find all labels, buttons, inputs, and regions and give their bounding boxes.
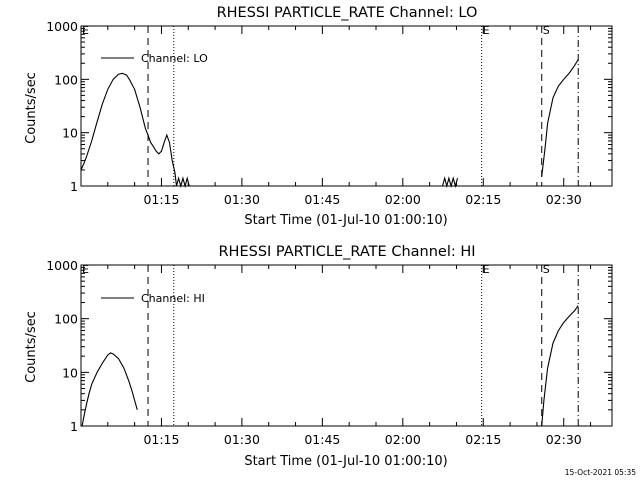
plot-frame-hi [80, 264, 613, 427]
y-tick-label-lo: 1 [70, 179, 78, 194]
x-tick-label-hi: 01:15 [143, 432, 179, 447]
y-tick-label-lo: 10 [62, 126, 78, 141]
legend-label-hi: Channel: HI [141, 292, 205, 305]
x-axis-label-hi: Start Time (01-Jul-10 01:00:10) [244, 454, 447, 469]
series-line-hi [81, 352, 138, 427]
x-tick-label-hi: 02:00 [385, 432, 421, 447]
y-axis-label-hi: Counts/sec [24, 311, 39, 383]
chart-title-lo: RHESSI PARTICLE_RATE Channel: LO [217, 5, 478, 21]
y-tick-label-hi: 100 [54, 312, 78, 327]
y-tick-label-lo: 1000 [46, 19, 78, 34]
x-tick-label-hi: 02:30 [546, 432, 582, 447]
y-tick-label-hi: 1000 [46, 258, 78, 273]
event-marker-label-lo: E [483, 24, 490, 37]
legend-lo: Channel: LO [101, 52, 208, 65]
plot-frame-lo [80, 25, 613, 187]
event-marker-label-hi: S [543, 263, 550, 276]
y-axis-label-lo: Counts/sec [24, 72, 39, 144]
y-tick-label-hi: 10 [62, 365, 78, 380]
footer-timestamp: 15-Oct-2021 05:35 [565, 468, 636, 477]
event-marker-label-lo: S [543, 24, 550, 37]
x-tick-label-lo: 01:15 [143, 192, 179, 207]
chart-panel-hi: RHESSI PARTICLE_RATE Channel: HI Counts/… [24, 244, 613, 469]
y-tick-label-hi: 1 [70, 419, 78, 434]
series-line-lo [441, 176, 459, 189]
x-tick-label-lo: 01:30 [224, 192, 260, 207]
series-line-lo [541, 59, 579, 177]
event-marker-label-hi: E [82, 263, 89, 276]
chart-title-hi: RHESSI PARTICLE_RATE Channel: HI [218, 244, 475, 260]
event-marker-label-hi: E [483, 263, 490, 276]
x-tick-label-lo: 01:45 [304, 192, 340, 207]
x-tick-label-lo: 02:00 [385, 192, 421, 207]
x-axis-label-lo: Start Time (01-Jul-10 01:00:10) [244, 213, 447, 228]
chart-panel-lo: RHESSI PARTICLE_RATE Channel: LO Counts/… [24, 5, 613, 228]
x-tick-label-hi: 02:15 [465, 432, 501, 447]
legend-hi: Channel: HI [101, 292, 205, 305]
x-tick-label-lo: 02:30 [546, 192, 582, 207]
event-marker-label-lo: E [82, 24, 89, 37]
x-tick-label-hi: 01:45 [304, 432, 340, 447]
series-line-hi [541, 305, 579, 427]
x-tick-label-lo: 02:15 [465, 192, 501, 207]
series-line-lo [80, 72, 190, 189]
y-tick-label-lo: 100 [54, 72, 78, 87]
legend-label-lo: Channel: LO [141, 52, 208, 65]
x-tick-label-hi: 01:30 [224, 432, 260, 447]
